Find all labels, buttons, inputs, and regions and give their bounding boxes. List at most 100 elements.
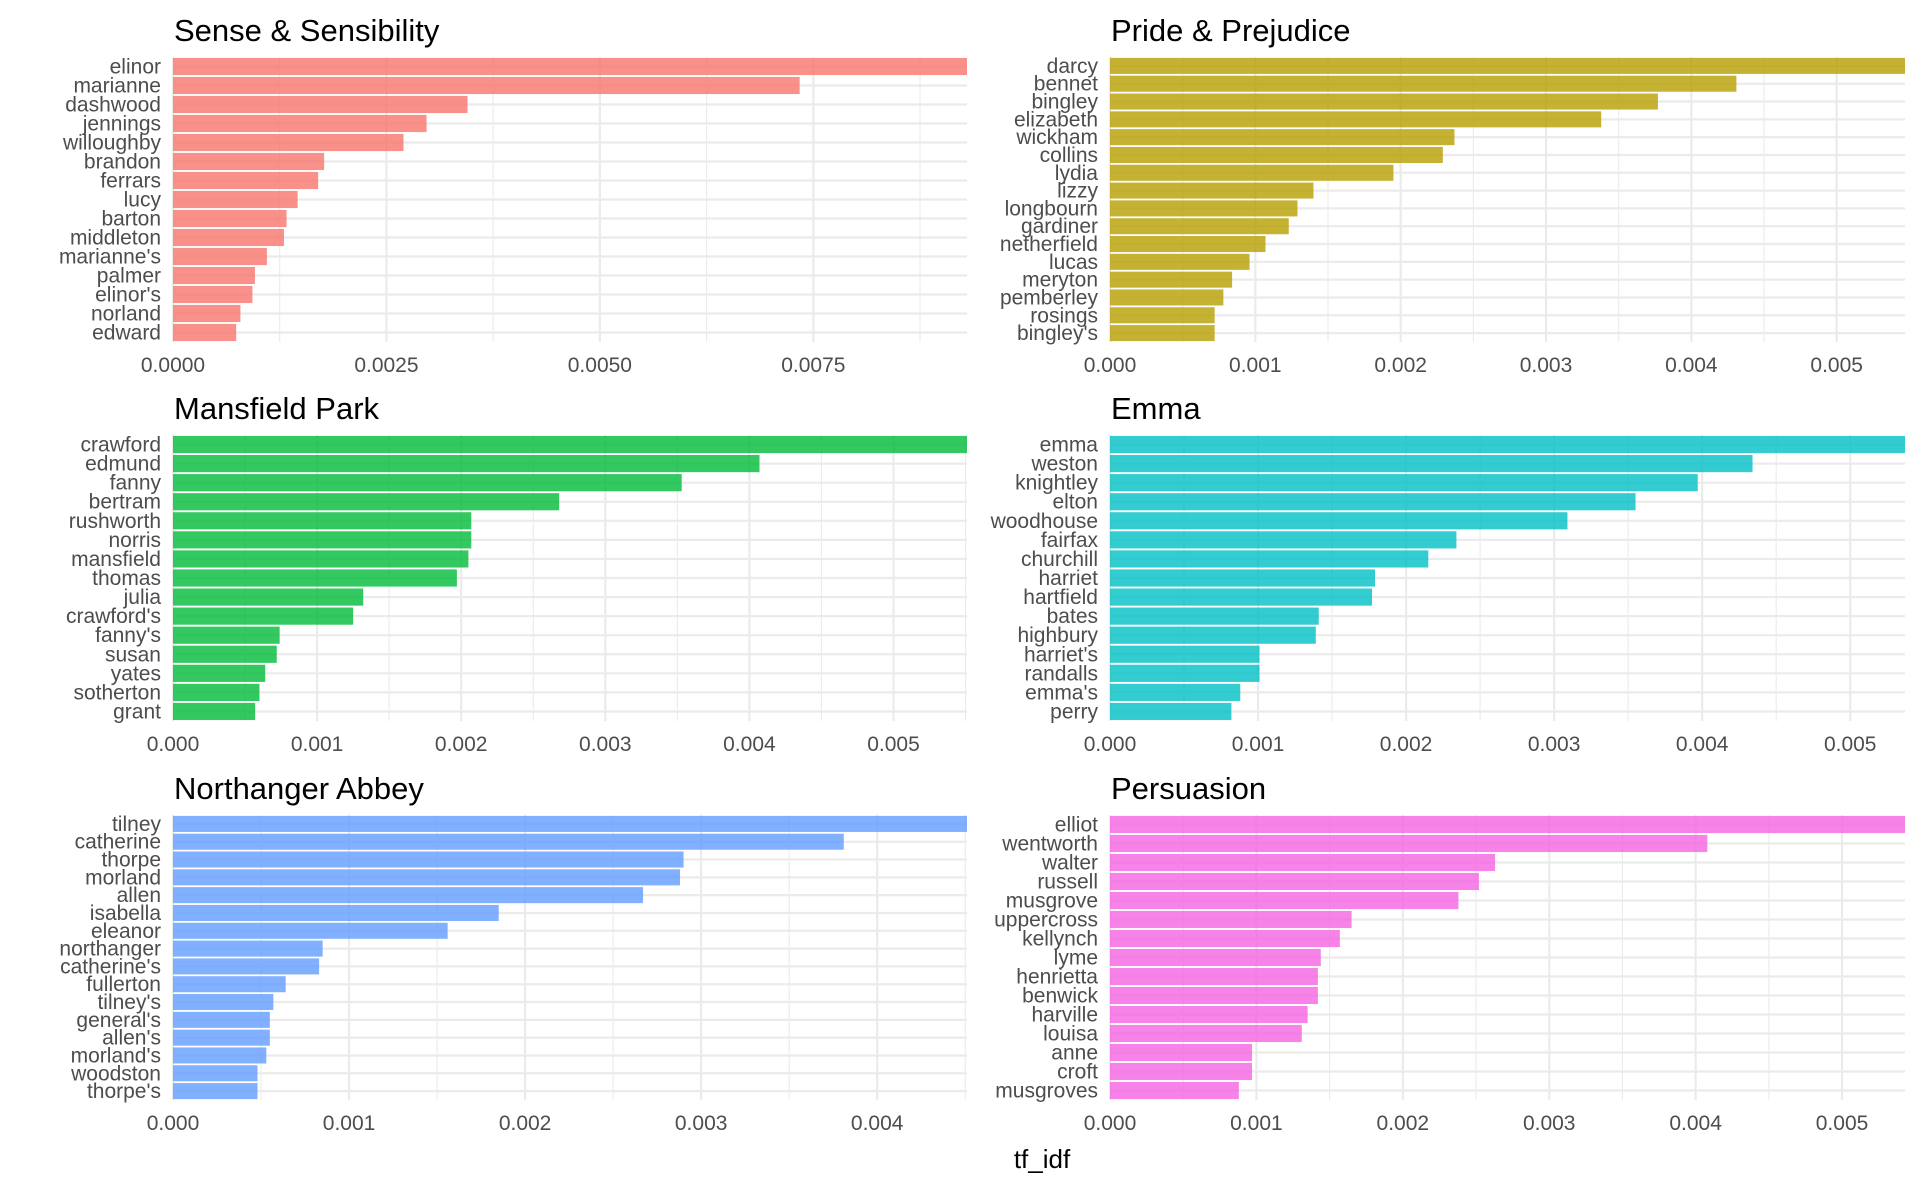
bar xyxy=(173,285,253,304)
facet-panel: Northanger Abbeytilneycatherinethorpemor… xyxy=(59,771,967,1135)
panel-title: Persuasion xyxy=(1111,771,1266,806)
bar xyxy=(173,607,354,625)
category-label: northanger xyxy=(59,938,161,961)
category-label: uppercross xyxy=(994,909,1098,932)
x-tick-label: 0.0000 xyxy=(141,354,205,377)
x-tick-label: 0.002 xyxy=(1380,733,1433,756)
bar xyxy=(173,1083,258,1100)
x-tick-label: 0.003 xyxy=(1523,1112,1576,1135)
bar xyxy=(1110,910,1352,929)
category-label: netherfield xyxy=(1000,233,1098,256)
panel-title: Mansfield Park xyxy=(174,391,380,426)
category-label: crawford xyxy=(80,434,161,457)
bar xyxy=(173,209,287,228)
category-label: marianne xyxy=(73,75,161,98)
category-label: general's xyxy=(76,1009,161,1032)
bar xyxy=(173,958,320,975)
category-label: darcy xyxy=(1047,55,1099,78)
category-label: susan xyxy=(105,643,161,666)
category-label: wickham xyxy=(1015,126,1098,149)
category-label: lucas xyxy=(1049,251,1098,274)
x-tick-label: 0.001 xyxy=(1230,1112,1283,1135)
x-tick-label: 0.0025 xyxy=(354,354,418,377)
bar xyxy=(173,702,256,721)
category-label: meryton xyxy=(1022,269,1098,292)
bar xyxy=(1110,289,1224,306)
bar xyxy=(173,228,284,247)
category-label: louisa xyxy=(1043,1023,1098,1046)
category-label: wentworth xyxy=(1001,833,1098,856)
category-label: rushworth xyxy=(69,510,161,533)
bar xyxy=(1110,948,1321,967)
bar xyxy=(173,435,967,454)
category-label: palmer xyxy=(97,265,161,288)
x-tick-label: 0.005 xyxy=(1810,354,1863,377)
x-tick-label: 0.004 xyxy=(851,1112,904,1135)
bar xyxy=(173,904,499,921)
category-label: lyme xyxy=(1054,947,1098,970)
bar xyxy=(1110,1024,1302,1043)
category-label: musgrove xyxy=(1006,890,1098,913)
bar xyxy=(173,815,967,832)
bar xyxy=(1110,588,1373,606)
category-label: jennings xyxy=(82,113,161,136)
bar xyxy=(1110,1043,1253,1062)
category-label: walter xyxy=(1041,852,1098,875)
category-label: elinor xyxy=(110,56,161,79)
category-label: bingley's xyxy=(1017,322,1098,345)
category-label: dashwood xyxy=(65,94,161,117)
x-tick-label: 0.0050 xyxy=(568,354,632,377)
category-label: rosings xyxy=(1030,304,1098,327)
bar xyxy=(173,323,237,342)
category-label: anne xyxy=(1051,1042,1098,1065)
category-label: thorpe xyxy=(101,849,161,872)
category-label: hartfield xyxy=(1023,586,1098,609)
panel-title: Northanger Abbey xyxy=(174,771,424,806)
bar xyxy=(1110,111,1602,128)
category-label: bates xyxy=(1047,605,1098,628)
category-label: catherine's xyxy=(60,955,161,978)
bar xyxy=(1110,200,1298,217)
x-tick-label: 0.005 xyxy=(1816,1112,1869,1135)
bar xyxy=(173,645,277,663)
bar xyxy=(1110,683,1241,701)
category-label: woodhouse xyxy=(990,510,1098,533)
bar xyxy=(1110,664,1260,682)
category-label: randalls xyxy=(1024,662,1098,685)
category-label: bennet xyxy=(1034,73,1098,96)
bar xyxy=(173,1029,270,1046)
category-label: morland xyxy=(85,866,161,889)
category-label: lucy xyxy=(124,189,162,212)
bar xyxy=(173,455,760,473)
panels: Sense & Sensibility elinormariannedashwoo… xyxy=(59,13,1905,1135)
bar xyxy=(1110,146,1443,163)
category-label: elliot xyxy=(1055,814,1098,837)
category-label: tilney xyxy=(112,813,162,836)
bar xyxy=(173,304,241,323)
category-label: tilney's xyxy=(97,991,161,1014)
category-label: lizzy xyxy=(1057,180,1098,203)
category-label: longbourn xyxy=(1005,197,1098,220)
facet-panel: Persuasionelliotwentworthwalterrussellmu… xyxy=(994,771,1905,1135)
category-label: barton xyxy=(101,208,161,231)
bar xyxy=(173,1065,258,1082)
category-label: weston xyxy=(1030,453,1098,476)
x-tick-label: 0.005 xyxy=(1824,733,1877,756)
x-tick-label: 0.005 xyxy=(867,733,920,756)
category-label: yates xyxy=(111,662,161,685)
facet-panel: Mansfield Park crawfordedmundfannybertram… xyxy=(66,391,967,756)
x-tick-label: 0.002 xyxy=(499,1112,552,1135)
category-label: norris xyxy=(108,529,161,552)
bar xyxy=(173,133,404,152)
x-tick-label: 0.0075 xyxy=(781,354,845,377)
bar xyxy=(173,152,325,171)
category-label: fullerton xyxy=(86,973,161,996)
category-label: crawford's xyxy=(66,605,161,628)
x-tick-label: 0.000 xyxy=(1084,1112,1137,1135)
category-label: isabella xyxy=(90,902,162,925)
category-label: mansfield xyxy=(71,548,161,571)
x-tick-label: 0.000 xyxy=(1084,354,1137,377)
bar xyxy=(1110,872,1479,891)
bar xyxy=(1110,569,1375,587)
bar xyxy=(173,940,323,957)
